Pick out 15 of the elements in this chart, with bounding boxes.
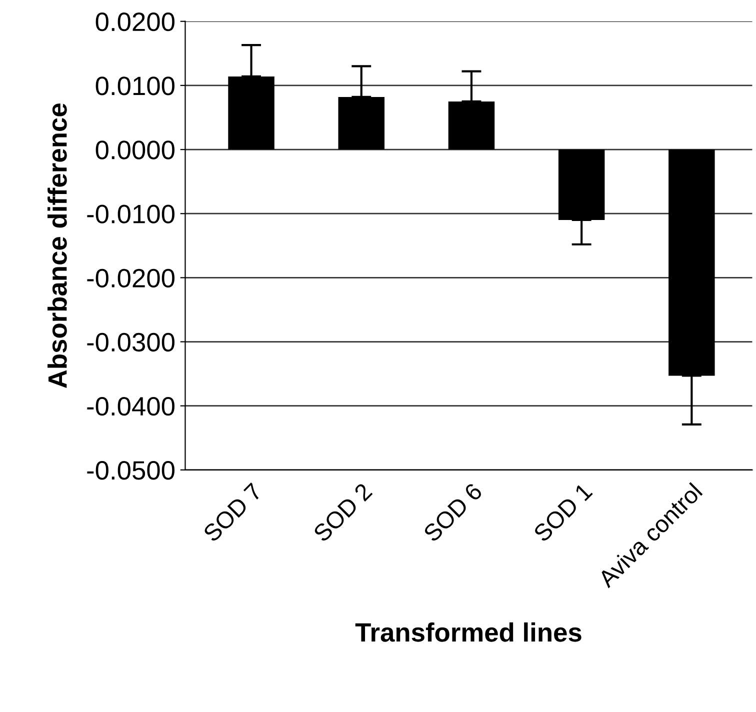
y-tick-label: -0.0400 xyxy=(87,396,174,416)
x-axis-title: Transformed lines xyxy=(355,622,582,642)
y-tick-label: -0.0300 xyxy=(87,332,174,352)
y-tick-label: 0.0100 xyxy=(96,76,174,96)
bar xyxy=(558,150,605,220)
y-tick-label: -0.0500 xyxy=(87,461,174,480)
bar xyxy=(228,76,274,150)
bar xyxy=(338,96,384,150)
bar xyxy=(668,150,715,376)
bar xyxy=(448,101,495,150)
y-tick-label: 0.0000 xyxy=(96,140,174,160)
y-tick-label: -0.0100 xyxy=(87,204,174,224)
y-tick-label: -0.0200 xyxy=(87,268,174,288)
y-axis-title: Absorbance difference xyxy=(48,104,67,388)
y-tick-label: 0.0200 xyxy=(96,12,174,32)
